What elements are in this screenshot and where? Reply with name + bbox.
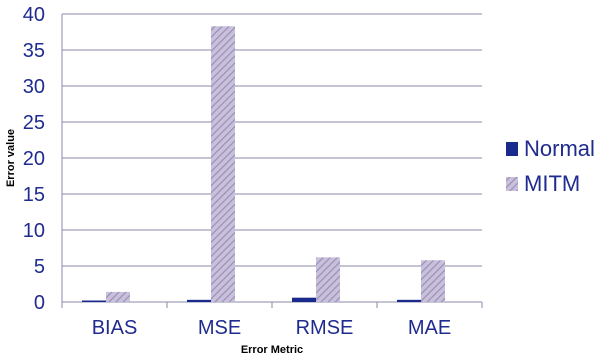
axes (61, 14, 483, 308)
legend-label-normal: Normal (524, 136, 595, 161)
bar-normal-mae (397, 299, 421, 302)
x-tick-label: MAE (408, 317, 451, 339)
bar-normal-mse (187, 299, 211, 302)
bar-normal-rmse (292, 297, 316, 302)
y-tick-label: 20 (23, 148, 45, 170)
y-tick-label: 15 (23, 184, 45, 206)
legend: Normal MITM (506, 136, 595, 196)
y-tick-label: 35 (23, 40, 45, 62)
y-axis-title: Error value (5, 129, 17, 187)
bar-mitm-bias (106, 291, 130, 302)
x-tick-label: RMSE (296, 317, 354, 339)
y-tick-label: 10 (23, 220, 45, 242)
x-tick-label: BIAS (92, 317, 138, 339)
bar-mitm-rmse (316, 257, 340, 302)
y-tick-label: 40 (23, 4, 45, 26)
bar-normal-bias (82, 300, 106, 302)
x-tick-label: MSE (198, 317, 241, 339)
gridlines (62, 13, 482, 303)
bar-mitm-mse (211, 26, 235, 303)
y-tick-label: 30 (23, 76, 45, 98)
legend-label-mitm: MITM (524, 171, 580, 196)
y-tick-label: 0 (34, 292, 45, 314)
legend-swatch-mitm (506, 177, 518, 191)
bar-mitm-mae (421, 260, 445, 302)
y-tick-label: 25 (23, 112, 45, 134)
y-tick-label: 5 (34, 256, 45, 278)
tick-labels: 0 5 10 15 20 25 30 35 40 BIAS MSE RMSE MAE (23, 4, 451, 339)
x-axis-title: Error Metric (241, 344, 303, 356)
bars (82, 26, 445, 303)
legend-swatch-normal (506, 142, 518, 156)
